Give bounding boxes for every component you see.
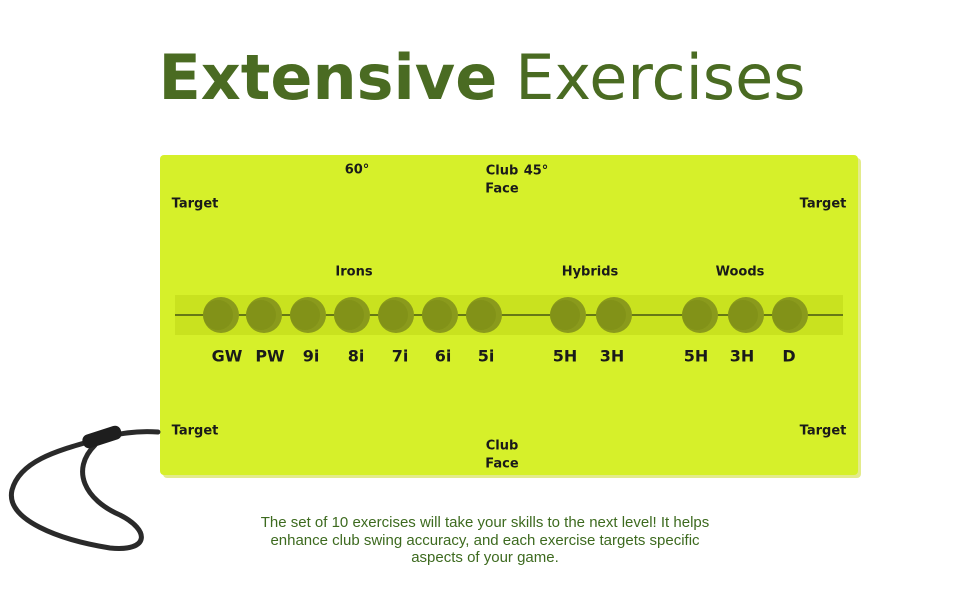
hole-shade (246, 300, 276, 330)
club-label: 7i (392, 347, 409, 366)
club-labels: GW PW 9i 8i 7i 6i 5i 5H 3H 5H 3H D (212, 347, 796, 366)
group-label: Hybrids (562, 265, 619, 280)
hole-shade (334, 300, 364, 330)
angle-label: 60° (345, 163, 370, 178)
title-bold: Extensive (158, 41, 497, 114)
title: Extensive Exercises (158, 41, 805, 114)
club-label: 9i (303, 347, 320, 366)
target-label: Target (800, 197, 847, 212)
holes (203, 297, 808, 333)
hole-shade (682, 300, 712, 330)
club-label: GW (212, 347, 243, 366)
hole-shade (466, 300, 496, 330)
hole-shade (203, 300, 233, 330)
hole-shade (772, 300, 802, 330)
target-label: Target (172, 197, 219, 212)
hole-shade (728, 300, 758, 330)
club-label: 3H (730, 347, 755, 366)
club-label: 5H (684, 347, 709, 366)
lanyard (9, 429, 161, 551)
hole-shade (422, 300, 452, 330)
club-label: PW (255, 347, 285, 366)
target-label: Target (800, 424, 847, 439)
club-label: 3H (600, 347, 625, 366)
angle-label: 45° (524, 164, 549, 179)
description-line: aspects of your game. (411, 549, 559, 566)
club-label: 8i (348, 347, 365, 366)
description-line: enhance club swing accuracy, and each ex… (270, 532, 700, 549)
club-face-label: Club (486, 439, 519, 454)
target-label: Target (172, 424, 219, 439)
club-label: D (782, 347, 795, 366)
title-light: Exercises (515, 41, 805, 114)
group-label: Irons (335, 265, 372, 280)
hole-shade (596, 300, 626, 330)
club-label: 5i (478, 347, 495, 366)
description-line: The set of 10 exercises will take your s… (261, 514, 710, 531)
lanyard-clip (82, 425, 122, 449)
club-label: 5H (553, 347, 578, 366)
club-face-label: Face (485, 457, 519, 472)
group-label: Woods (716, 265, 765, 280)
hole-shade (290, 300, 320, 330)
hole-shade (550, 300, 580, 330)
club-face-label: Club (486, 164, 519, 179)
hole-shade (378, 300, 408, 330)
club-label: 6i (435, 347, 452, 366)
club-face-label: Face (485, 182, 519, 197)
